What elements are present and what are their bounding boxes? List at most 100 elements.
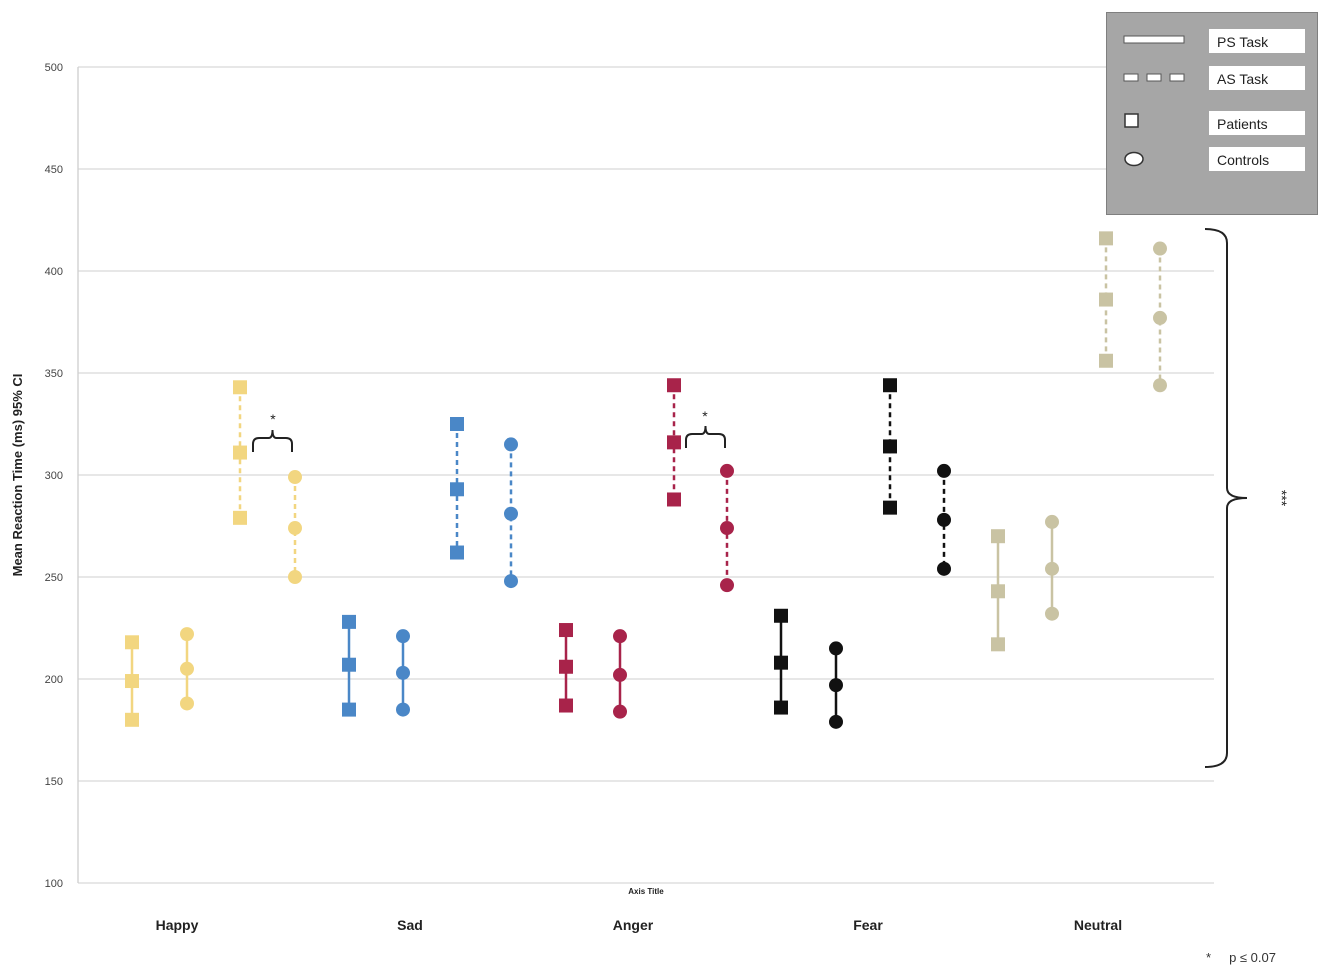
footnote: * p ≤ 0.07: [1206, 950, 1276, 965]
circle-marker: [1153, 241, 1167, 256]
square-marker: [125, 712, 139, 727]
circle-marker: [1045, 561, 1059, 576]
circle-marker: [613, 667, 627, 682]
y-tick-label: 500: [45, 62, 63, 74]
legend-dashed-line-icon: [1123, 73, 1185, 82]
anger-bracket: [685, 425, 726, 448]
circle-marker: [504, 506, 518, 521]
circle-marker: [829, 678, 843, 693]
square-marker: [1099, 292, 1113, 307]
square-marker: [233, 445, 247, 460]
neutral-brace: [1204, 228, 1248, 768]
y-tick-label: 100: [45, 878, 63, 890]
square-marker: [883, 378, 897, 393]
circle-marker: [1045, 514, 1059, 529]
square-marker: [1099, 231, 1113, 246]
square-marker: [233, 380, 247, 395]
circle-marker: [937, 561, 951, 576]
square-marker: [450, 417, 464, 431]
y-tick-label: 400: [45, 266, 63, 278]
square-marker: [233, 510, 247, 525]
square-marker: [774, 608, 788, 623]
square-marker: [1099, 353, 1113, 368]
square-marker: [559, 659, 573, 674]
square-marker: [125, 674, 139, 689]
circle-marker: [396, 629, 410, 644]
y-tick-label: 150: [45, 776, 63, 788]
x-axis-label: Axis Title: [628, 887, 664, 896]
y-tick-label: 200: [45, 674, 63, 686]
legend-solid-line-icon: [1123, 35, 1185, 44]
circle-marker: [288, 521, 302, 536]
circle-marker: [288, 470, 302, 485]
y-axis-label: Mean Reaction Time (ms) 95% CI: [10, 374, 25, 577]
legend-label-patients: Patients: [1209, 111, 1305, 135]
neutral-significance-stars: ***: [1274, 490, 1290, 507]
happy-bracket: [252, 429, 293, 452]
circle-marker: [180, 627, 194, 642]
y-tick-label: 300: [45, 470, 63, 482]
circle-marker: [180, 696, 194, 711]
circle-marker: [937, 463, 951, 478]
y-tick-label: 350: [45, 368, 63, 380]
square-marker: [559, 623, 573, 638]
square-marker: [450, 545, 464, 560]
circle-marker: [937, 512, 951, 527]
square-marker: [125, 635, 139, 650]
square-marker: [774, 655, 788, 670]
y-tick-label: 250: [45, 572, 63, 584]
footnote-star: *: [1206, 950, 1212, 965]
circle-marker: [829, 714, 843, 729]
circle-marker: [829, 641, 843, 656]
series-points: [125, 231, 1167, 729]
x-category-label: Happy: [156, 917, 199, 933]
circle-marker: [504, 574, 518, 589]
circle-marker: [1153, 378, 1167, 393]
circle-marker: [504, 437, 518, 452]
circle-marker: [613, 704, 627, 719]
x-category-label: Anger: [613, 917, 654, 933]
square-marker: [342, 657, 356, 672]
square-marker: [667, 378, 681, 393]
square-marker: [991, 529, 1005, 544]
circle-marker: [288, 570, 302, 584]
y-tick-labels: 100 150 200 250 300 350 400 450 500: [45, 62, 63, 890]
x-category-label: Sad: [397, 917, 423, 933]
square-marker: [342, 702, 356, 717]
x-category-labels: Happy Sad Anger Fear Neutral: [156, 917, 1123, 933]
square-marker: [883, 439, 897, 454]
square-marker: [342, 614, 356, 629]
square-marker: [667, 492, 681, 507]
anger-significance-star: *: [702, 408, 708, 424]
y-tick-label: 450: [45, 164, 63, 176]
circle-marker: [720, 521, 734, 536]
circle-marker: [1153, 310, 1167, 325]
circle-marker: [396, 665, 410, 680]
circle-marker: [720, 578, 734, 593]
significance-brackets: * ****: [252, 228, 1290, 768]
square-marker: [450, 482, 464, 497]
square-marker: [774, 700, 788, 715]
square-marker: [667, 435, 681, 450]
square-marker: [991, 584, 1005, 599]
legend-label-as-task: AS Task: [1209, 66, 1305, 90]
x-category-label: Neutral: [1074, 917, 1122, 933]
circle-marker: [180, 661, 194, 676]
happy-significance-star: *: [270, 411, 276, 427]
square-marker: [559, 698, 573, 713]
square-marker: [991, 637, 1005, 652]
legend-label-controls: Controls: [1209, 147, 1305, 171]
circle-marker: [1045, 606, 1059, 621]
legend-label-ps-task: PS Task: [1209, 29, 1305, 53]
circle-marker: [396, 702, 410, 717]
footnote-text: p ≤ 0.07: [1229, 950, 1276, 965]
circle-marker: [720, 463, 734, 478]
gridlines: [77, 66, 1214, 884]
circle-marker: [613, 629, 627, 644]
square-marker: [883, 500, 897, 515]
legend-square-icon: [1124, 113, 1139, 128]
legend: PS Task AS Task Patients Controls: [1106, 12, 1318, 215]
x-category-label: Fear: [853, 917, 883, 933]
legend-circle-icon: [1124, 151, 1144, 167]
